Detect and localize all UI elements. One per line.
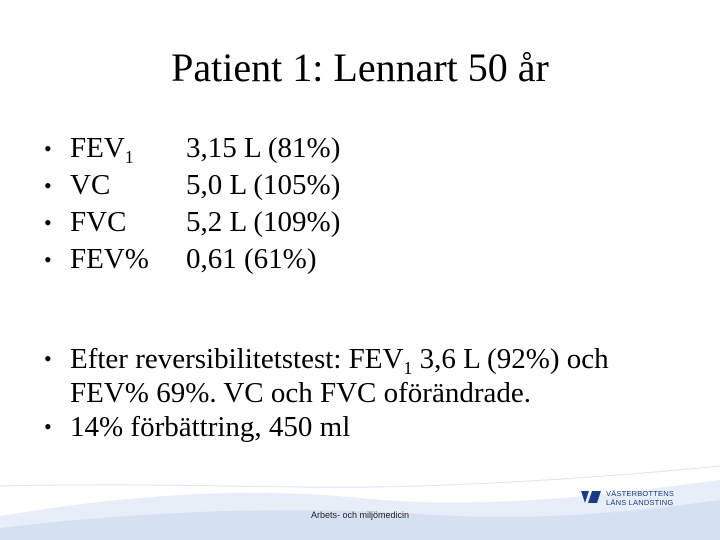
- bullet: •: [44, 346, 52, 371]
- bullet: •: [44, 173, 52, 198]
- footer-organization: Arbets- och miljömedicin: [310, 510, 410, 520]
- measure-value: 5,2 L (109%): [186, 206, 341, 238]
- measure-value: 0,61 (61%): [186, 243, 317, 275]
- measure-value: 5,0 L (105%): [186, 169, 341, 201]
- notes-list: • Efter reversibilitetstest: FEV1 3,6 L …: [44, 342, 684, 444]
- measure-label: FEV%: [70, 243, 149, 275]
- logo-mark-icon: [581, 491, 601, 503]
- note-improvement: • 14% förbättring, 450 ml: [44, 410, 684, 444]
- note-text: Efter reversibilitetstest: FEV1 3,6 L (9…: [70, 343, 609, 409]
- note-reversibility: • Efter reversibilitetstest: FEV1 3,6 L …: [44, 342, 684, 410]
- measure-label: FVC: [70, 206, 127, 238]
- wave-decoration-icon: [0, 465, 720, 540]
- logo-text: VÄSTERBOTTENS LÄNS LANDSTING: [606, 489, 675, 507]
- bullet: •: [44, 247, 52, 272]
- note-text: 14% förbättring, 450 ml: [70, 411, 351, 443]
- landsting-logo: VÄSTERBOTTENS LÄNS LANDSTING: [580, 488, 685, 512]
- bullet: •: [44, 414, 52, 439]
- measure-label: VC: [70, 169, 111, 201]
- footer-wave: [0, 456, 720, 540]
- measure-value: 3,15 L (81%): [186, 132, 341, 164]
- bullet: •: [44, 210, 52, 235]
- bullet: •: [44, 136, 52, 161]
- slide-title: Patient 1: Lennart 50 år: [171, 45, 549, 90]
- measure-label: FEV1: [70, 132, 134, 167]
